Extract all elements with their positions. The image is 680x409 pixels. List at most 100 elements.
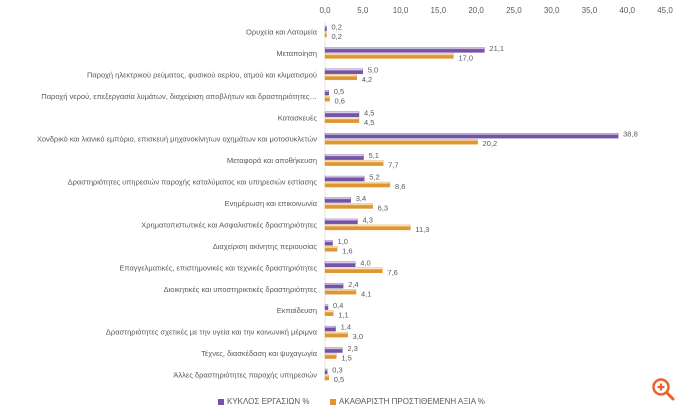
zoom-in-icon[interactable] bbox=[650, 376, 676, 402]
data-label: 1,4 bbox=[341, 323, 351, 332]
category-label: Ενημέρωση και επικοινωνία bbox=[225, 199, 318, 208]
bar-gva bbox=[324, 331, 348, 338]
category-label: Διοικητικές και υποστηρικτικές δραστηριό… bbox=[164, 285, 318, 294]
bar-turnover bbox=[324, 283, 344, 289]
x-tick-label: 0,0 bbox=[319, 6, 331, 15]
data-label: 1,1 bbox=[338, 311, 348, 320]
bar-turnover bbox=[324, 240, 333, 246]
category-label: Μεταφορά και αποθήκευση bbox=[227, 156, 317, 165]
x-tick-label: 15,0 bbox=[431, 6, 447, 15]
x-tick-label: 5,0 bbox=[357, 6, 369, 15]
legend-label: ΑΚΑΘΑΡΙΣΤΗ ΠΡΟΣΤΙΘΕΜΕΝΗ ΑΞΙΑ % bbox=[339, 397, 485, 406]
data-label: 4,5 bbox=[364, 108, 374, 117]
legend-swatch bbox=[330, 399, 336, 405]
category-label: Χρηματοπιστωτικές και Ασφαλιστικές δραστ… bbox=[141, 220, 317, 229]
x-tick-label: 45,0 bbox=[657, 6, 673, 15]
bar-gva bbox=[324, 353, 337, 359]
bar-turnover bbox=[324, 218, 358, 225]
bar-gva bbox=[324, 181, 391, 188]
data-label: 4,1 bbox=[361, 289, 371, 298]
x-tick-label: 25,0 bbox=[506, 6, 522, 15]
data-label: 20,2 bbox=[483, 139, 498, 148]
bar-gva bbox=[324, 203, 373, 209]
bar-turnover bbox=[324, 154, 364, 160]
category-label: Εκπαίδευση bbox=[277, 306, 317, 315]
bar-turnover bbox=[324, 261, 356, 268]
bar-gva bbox=[324, 310, 334, 316]
data-label: 5,1 bbox=[369, 151, 379, 160]
legend-item-turnover: ΚΥΚΛΟΣ ΕΡΓΑΣΙΩΝ % bbox=[218, 397, 310, 407]
data-label: 17,0 bbox=[458, 53, 473, 62]
legend-swatch bbox=[218, 399, 224, 405]
data-label: 5,0 bbox=[368, 65, 378, 74]
data-label: 8,6 bbox=[395, 182, 405, 191]
data-label: 4,0 bbox=[360, 258, 370, 267]
category-label: Διαχείριση ακίνητης περιουσίας bbox=[213, 242, 318, 251]
category-label: Τέχνες, διασκέδαση και ψυχαγωγία bbox=[201, 349, 317, 358]
legend-label: ΚΥΚΛΟΣ ΕΡΓΑΣΙΩΝ % bbox=[227, 397, 310, 406]
bar-gva bbox=[324, 160, 384, 166]
data-label: 11,3 bbox=[415, 225, 429, 234]
bar-turnover bbox=[324, 325, 336, 332]
data-label: 7,6 bbox=[387, 268, 397, 277]
data-label: 0,5 bbox=[334, 375, 344, 384]
category-label: Μεταποίηση bbox=[276, 49, 317, 58]
data-label: 0,2 bbox=[332, 23, 342, 32]
category-label: Επαγγελματικές, επιστημονικές και τεχνικ… bbox=[119, 263, 317, 272]
bar-turnover bbox=[324, 347, 343, 353]
data-label: 3,0 bbox=[353, 332, 363, 341]
category-label: Δραστηριότητες σχετικές με την υγεία και… bbox=[106, 328, 318, 337]
bar-gva bbox=[324, 267, 383, 274]
category-label: Παροχή νερού, επεξεργασία λυμάτων, διαχε… bbox=[41, 92, 317, 101]
bar-gva bbox=[324, 74, 357, 81]
category-label: Χονδρικό και λιανικό εμπόριο, επισκευή μ… bbox=[37, 135, 317, 144]
bar-gva bbox=[324, 53, 454, 59]
bar-gva bbox=[324, 96, 330, 102]
data-label: 4,5 bbox=[364, 118, 374, 127]
bar-turnover bbox=[324, 368, 328, 375]
bar-turnover bbox=[324, 68, 363, 75]
bar-turnover bbox=[324, 90, 329, 96]
data-label: 0,5 bbox=[334, 87, 344, 96]
data-label: 3,4 bbox=[356, 194, 366, 203]
category-label: Ορυχεία και Λατομεία bbox=[246, 28, 318, 37]
x-tick-label: 20,0 bbox=[468, 6, 484, 15]
bar-gva bbox=[324, 246, 338, 252]
bar-turnover bbox=[324, 25, 327, 32]
data-label: 0,6 bbox=[335, 96, 345, 105]
category-label: Κατασκευές bbox=[278, 113, 318, 122]
data-label: 0,3 bbox=[332, 366, 342, 375]
x-tick-label: 10,0 bbox=[393, 6, 409, 15]
legend-item-gva: ΑΚΑΘΑΡΙΣΤΗ ΠΡΟΣΤΙΘΕΜΕΝΗ ΑΞΙΑ % bbox=[330, 397, 485, 407]
x-tick-label: 40,0 bbox=[619, 6, 635, 15]
data-label: 1,6 bbox=[342, 246, 352, 255]
bar-gva bbox=[324, 31, 327, 38]
x-tick-label: 30,0 bbox=[544, 6, 560, 15]
data-label: 2,3 bbox=[347, 344, 357, 353]
bar-turnover bbox=[324, 111, 360, 117]
data-label: 0,2 bbox=[332, 32, 342, 41]
data-label: 4,3 bbox=[362, 215, 372, 224]
bar-turnover bbox=[324, 132, 619, 139]
bar-turnover bbox=[324, 197, 351, 203]
data-label: 1,0 bbox=[338, 237, 348, 246]
data-label: 4,2 bbox=[362, 75, 372, 84]
data-label: 2,4 bbox=[348, 280, 358, 289]
bar-gva bbox=[324, 374, 329, 381]
data-label: 1,5 bbox=[341, 354, 351, 363]
data-label: 5,2 bbox=[369, 173, 379, 182]
data-label: 0,4 bbox=[333, 301, 343, 310]
category-label: Δραστηριότητες υπηρεσιών παροχής καταλύμ… bbox=[68, 178, 318, 187]
bar-gva bbox=[324, 117, 360, 123]
category-label: Άλλες δραστηριότητες παροχής υπηρεσιών bbox=[173, 371, 317, 380]
bar-turnover bbox=[324, 304, 329, 310]
bar-gva bbox=[324, 138, 478, 145]
data-label: 38,8 bbox=[623, 130, 638, 139]
bar-turnover bbox=[324, 47, 485, 53]
bar-turnover bbox=[324, 175, 365, 182]
x-tick-label: 35,0 bbox=[582, 6, 598, 15]
data-label: 21,1 bbox=[489, 44, 504, 53]
category-label: Παροχή ηλεκτρικού ρεύματος, φυσικού αερί… bbox=[87, 70, 317, 79]
data-label: 7,7 bbox=[388, 161, 398, 170]
